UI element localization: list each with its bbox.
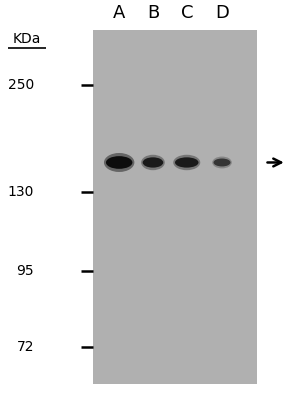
Ellipse shape [141,155,165,170]
Text: C: C [181,4,193,22]
Ellipse shape [173,155,200,170]
Text: 250: 250 [8,78,34,92]
Ellipse shape [213,158,230,166]
Text: KDa: KDa [12,32,41,46]
Text: 95: 95 [16,264,34,278]
Text: A: A [113,4,125,22]
Text: 130: 130 [8,185,34,199]
Ellipse shape [104,153,134,172]
Ellipse shape [212,156,232,168]
Text: D: D [215,4,229,22]
Text: 72: 72 [16,340,34,354]
Ellipse shape [143,157,163,168]
FancyBboxPatch shape [93,30,257,384]
Ellipse shape [175,157,198,168]
Text: B: B [147,4,159,22]
Ellipse shape [106,156,132,169]
